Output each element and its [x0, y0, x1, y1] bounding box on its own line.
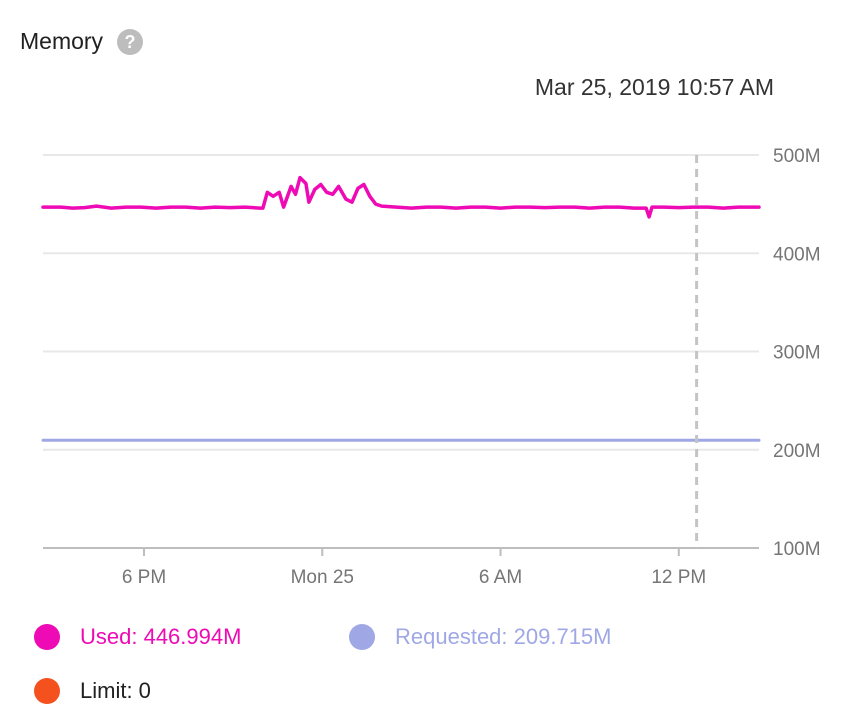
y-tick-label: 200M	[773, 441, 821, 462]
y-tick-label: 500M	[773, 146, 821, 167]
legend-label-limit: Limit: 0	[80, 678, 151, 703]
legend-item-used[interactable]: Used: 446.994M	[34, 624, 241, 650]
requested-dot-icon	[349, 624, 375, 650]
y-tick-label: 300M	[773, 343, 821, 364]
memory-header: Memory ?	[20, 28, 144, 55]
x-tick-label: 6 AM	[479, 567, 522, 588]
limit-dot-icon	[34, 678, 60, 704]
legend-label-requested: Requested: 209.715M	[395, 624, 612, 649]
memory-chart: 500M 400M 300M 200M 100M 6 PM Mon 25 6 AM 12 PM	[41, 146, 821, 588]
cursor-timestamp: Mar 25, 2019 10:57 AM	[534, 74, 774, 100]
svg-text:?: ?	[125, 32, 136, 52]
used-dot-icon	[34, 624, 60, 650]
x-tick-label: 12 PM	[651, 567, 706, 588]
y-tick-label: 100M	[773, 539, 821, 560]
legend-item-limit[interactable]: Limit: 0	[34, 678, 151, 704]
grid-lines	[43, 154, 759, 549]
x-tick-label: 6 PM	[122, 567, 166, 588]
chart-title: Memory	[20, 28, 104, 54]
series-line-used	[41, 175, 761, 219]
help-circle-icon[interactable]: ?	[117, 28, 144, 55]
legend-item-requested[interactable]: Requested: 209.715M	[349, 624, 612, 650]
x-tick-label: Mon 25	[291, 567, 354, 588]
series-lines	[41, 175, 761, 442]
y-tick-label: 400M	[773, 244, 821, 265]
axes: 500M 400M 300M 200M 100M 6 PM Mon 25 6 AM 12 PM	[122, 146, 821, 588]
legend-label-used: Used: 446.994M	[80, 624, 242, 649]
